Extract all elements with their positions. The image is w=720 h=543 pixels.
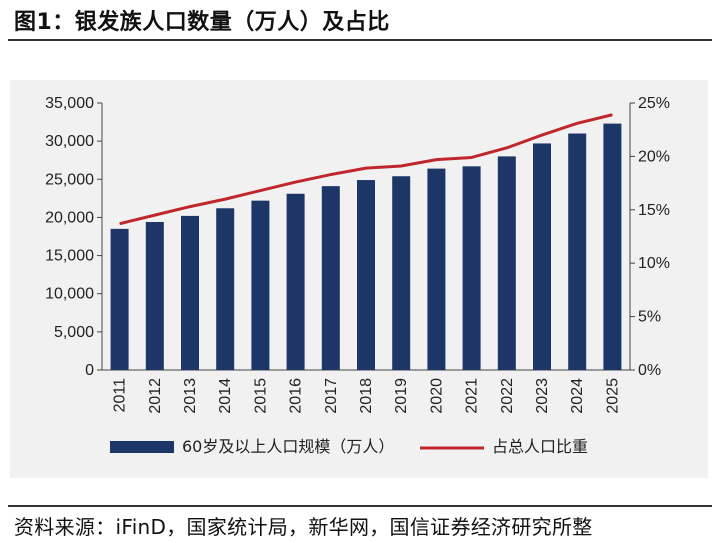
legend-bar-swatch bbox=[110, 441, 174, 453]
bar bbox=[533, 143, 551, 370]
x-tick-label: 2020 bbox=[428, 378, 445, 414]
right-tick-label: 0% bbox=[638, 362, 661, 379]
x-tick-label: 2015 bbox=[252, 378, 269, 414]
left-tick-label: 35,000 bbox=[45, 95, 94, 112]
x-tick-label: 2022 bbox=[499, 378, 516, 414]
left-tick-label: 10,000 bbox=[45, 286, 94, 303]
combo-chart: 0 5,000 10,000 15,000 20,000 25,000 30,000 35,0… bbox=[45, 95, 670, 456]
x-tick-label: 2011 bbox=[112, 378, 129, 413]
source-note: 资料来源：iFinD，国家统计局，新华网，国信证券经济研究所整 bbox=[14, 515, 593, 539]
right-tick-label: 25% bbox=[638, 95, 670, 112]
legend-line-label: 占总人口比重 bbox=[492, 437, 588, 456]
bar bbox=[216, 208, 235, 370]
x-tick-label: 2025 bbox=[604, 378, 621, 414]
source-divider bbox=[8, 505, 712, 507]
x-tick-label: 2024 bbox=[569, 378, 586, 414]
left-tick-label: 0 bbox=[85, 362, 94, 379]
bar bbox=[321, 186, 340, 370]
right-tick-label: 15% bbox=[638, 202, 670, 219]
x-tick-label: 2017 bbox=[323, 378, 340, 414]
bar bbox=[497, 156, 516, 370]
figure-title: 图1：银发族人口数量（万人）及占比 bbox=[14, 10, 390, 35]
bar bbox=[286, 193, 305, 370]
left-tick-label: 20,000 bbox=[45, 209, 94, 226]
bar bbox=[145, 222, 164, 370]
x-tick-label: 2016 bbox=[288, 378, 305, 414]
bar bbox=[568, 133, 587, 370]
bar bbox=[357, 180, 375, 370]
x-tick-label: 2021 bbox=[464, 378, 481, 414]
bar bbox=[110, 228, 129, 370]
right-tick-label: 10% bbox=[638, 255, 670, 272]
title-divider bbox=[8, 39, 712, 41]
bar bbox=[181, 215, 199, 370]
bar bbox=[603, 123, 622, 371]
bar bbox=[462, 166, 481, 370]
bar bbox=[427, 168, 446, 370]
x-tick-label: 2018 bbox=[358, 378, 375, 414]
left-tick-label: 25,000 bbox=[45, 171, 94, 188]
left-tick-label: 5,000 bbox=[54, 324, 94, 341]
bar bbox=[251, 200, 270, 370]
bar bbox=[392, 176, 411, 370]
legend-bar-label: 60岁及以上人口规模（万人） bbox=[182, 437, 394, 456]
right-tick-label: 5% bbox=[638, 309, 661, 326]
left-tick-label: 15,000 bbox=[45, 248, 94, 265]
right-tick-label: 20% bbox=[638, 148, 670, 165]
x-tick-label: 2013 bbox=[182, 378, 199, 414]
x-tick-label: 2014 bbox=[217, 378, 234, 414]
x-tick-label: 2019 bbox=[393, 378, 410, 414]
left-tick-label: 30,000 bbox=[45, 133, 94, 150]
x-tick-label: 2023 bbox=[534, 378, 551, 414]
x-tick-label: 2012 bbox=[147, 378, 164, 414]
